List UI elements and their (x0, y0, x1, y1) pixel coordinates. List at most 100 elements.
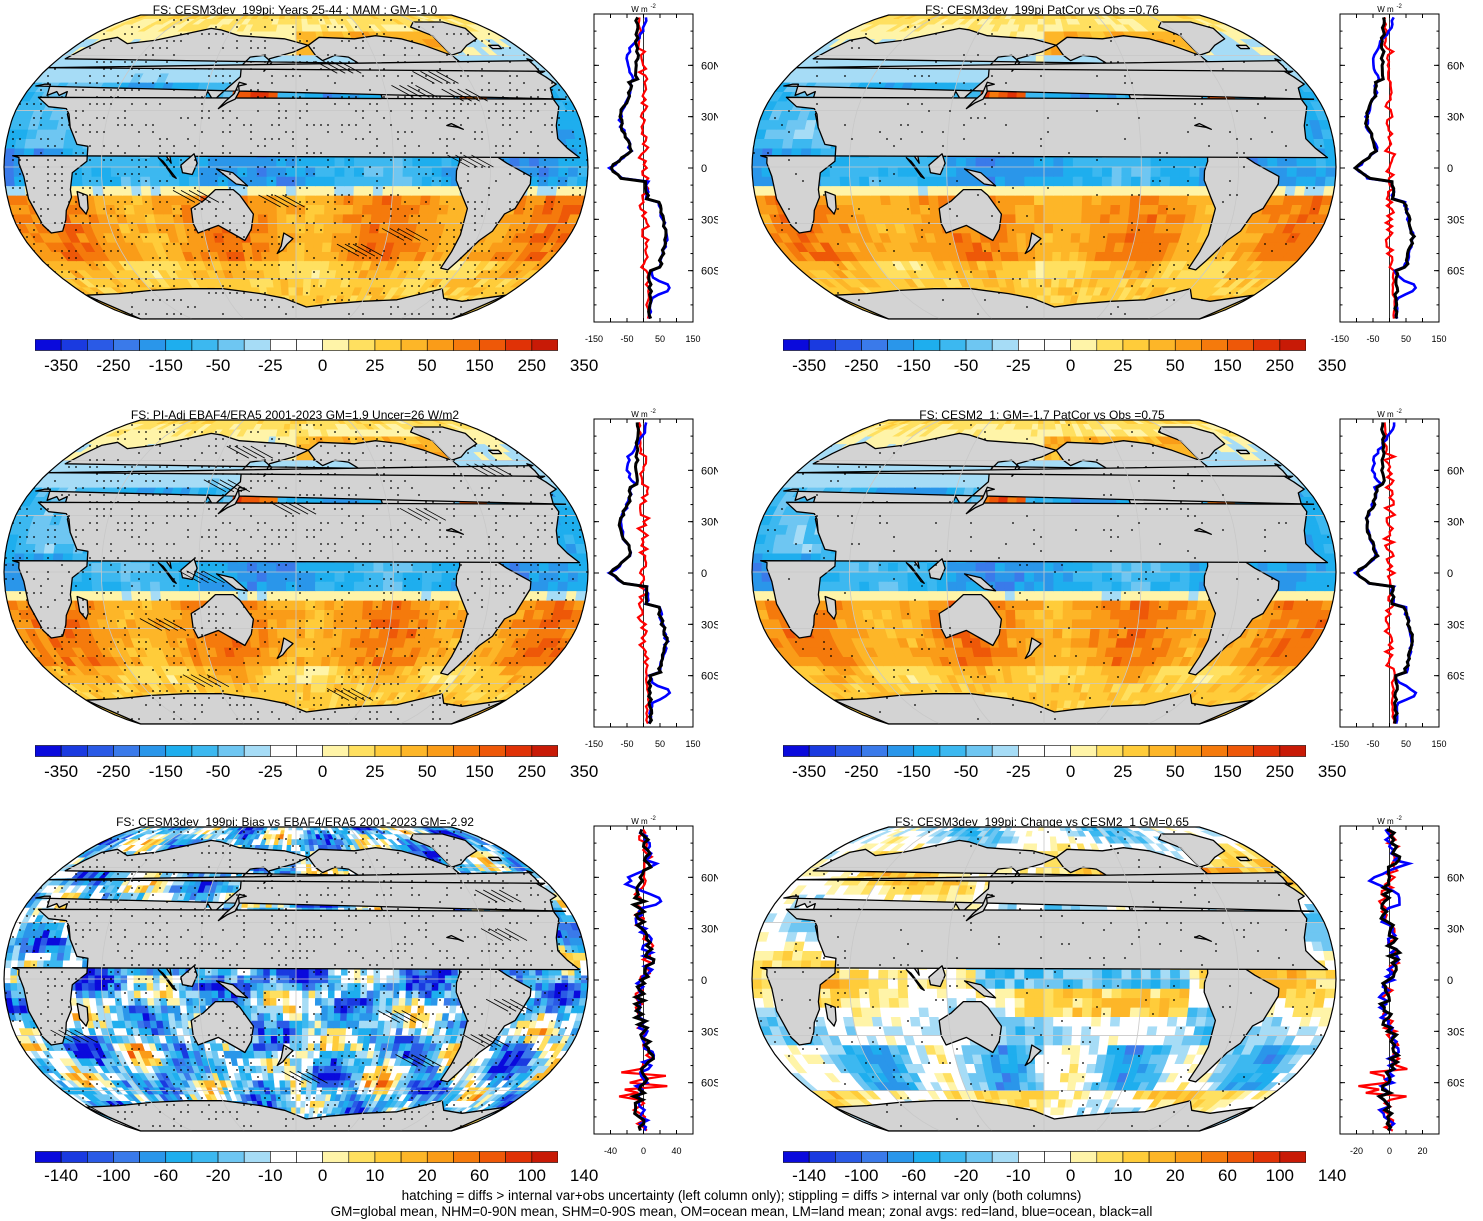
stipple-dot (460, 313, 462, 315)
field-cell (1082, 176, 1093, 187)
field-cell (261, 260, 272, 271)
stipple-dot (516, 96, 518, 98)
lat-tick-label: 60S (701, 266, 718, 278)
stipple-dot (446, 117, 448, 119)
stipple-dot (229, 131, 231, 133)
stipple-dot (537, 180, 539, 182)
stipple-dot (75, 82, 77, 84)
stipple-dot (61, 222, 63, 224)
stipple-dot (75, 201, 77, 203)
field-cell (1137, 213, 1149, 224)
field-cell (888, 185, 900, 196)
stipple-dot (313, 201, 315, 203)
stipple-dot (495, 257, 497, 259)
field-cell (858, 157, 870, 168)
stipple-dot (33, 103, 35, 105)
stipple-dot (264, 166, 266, 168)
stipple-dot (446, 180, 448, 182)
field-cell (149, 166, 161, 177)
field-cell (1053, 194, 1064, 205)
stipple-dot (5, 26, 7, 28)
field-cell (110, 166, 122, 177)
field-cell (897, 166, 909, 177)
field-cell (324, 204, 335, 215)
stipple-dot (250, 257, 252, 259)
stipple-dot (558, 257, 560, 259)
field-cell (811, 138, 823, 149)
field-cell (1043, 278, 1053, 288)
field-cell (1296, 166, 1308, 177)
field-cell (1018, 260, 1029, 271)
stipple-dot (530, 173, 532, 175)
stipple-dot (502, 236, 504, 238)
stipple-dot (236, 229, 238, 231)
field-cell (1051, 260, 1062, 271)
stipple-dot (180, 33, 182, 35)
stipple-dot (383, 250, 385, 252)
stipple-dot (96, 131, 98, 133)
stipple-dot (411, 271, 413, 273)
stipple-dot (173, 271, 175, 273)
stipple-dot (516, 250, 518, 252)
field-cell (1109, 204, 1121, 215)
field-cell (1130, 185, 1142, 196)
stipple-dot (418, 26, 420, 28)
stipple-dot (145, 159, 147, 161)
field-cell (956, 157, 967, 168)
field-cell (81, 176, 93, 187)
field-cell (321, 242, 333, 252)
field-cell (980, 242, 993, 252)
stipple-dot (222, 117, 224, 119)
field-cell (1063, 157, 1074, 168)
stipple-dot (40, 222, 42, 224)
stipple-dot (180, 299, 182, 301)
field-cell (1026, 251, 1036, 262)
field-cell (1006, 223, 1017, 234)
stipple-dot (278, 264, 280, 266)
stipple-dot (481, 68, 483, 70)
stipple-dot (327, 75, 329, 77)
stipple-dot (12, 159, 14, 161)
stipple-dot (278, 117, 280, 119)
field-cell (1295, 176, 1307, 187)
stipple-dot (131, 47, 133, 49)
stipple-dot (299, 187, 301, 189)
field-cell (1034, 194, 1045, 205)
field-cell (198, 166, 209, 177)
field-cell (1033, 176, 1045, 187)
stipple-dot (565, 96, 567, 98)
stipple-dot (446, 201, 448, 203)
stipple-dot (61, 138, 63, 140)
stipple-dot (61, 250, 63, 252)
stipple-dot (271, 159, 273, 161)
stipple-dot (495, 271, 497, 273)
stipple-dot (96, 243, 98, 245)
stipple-dot (397, 138, 399, 140)
stipple-dot (12, 26, 14, 28)
stipple-dot (110, 180, 112, 182)
stipple-dot (404, 243, 406, 245)
field-cell (1024, 176, 1035, 187)
field-cell (928, 194, 940, 205)
stipple-dot (376, 103, 378, 105)
field-cell (1028, 286, 1038, 296)
stipple-dot (362, 110, 364, 112)
field-cell (72, 176, 84, 187)
x-tick-label: 50 (655, 334, 665, 344)
stipple-dot (152, 299, 154, 301)
stipple-dot (299, 201, 301, 203)
field-cell (1059, 260, 1070, 271)
stipple-dot (215, 236, 217, 238)
stipple-dot (75, 257, 77, 259)
stipple-dot (488, 208, 490, 210)
stipple-dot (355, 61, 357, 63)
stipple-dot (26, 26, 28, 28)
stipple-dot (5, 313, 7, 315)
stipple-dot (47, 96, 49, 98)
stipple-dot (201, 131, 203, 133)
field-cell (1071, 213, 1083, 224)
stipple-dot (439, 61, 441, 63)
stipple-dot (495, 152, 497, 154)
field-cell (1117, 223, 1129, 234)
stipple-dot (467, 278, 469, 280)
